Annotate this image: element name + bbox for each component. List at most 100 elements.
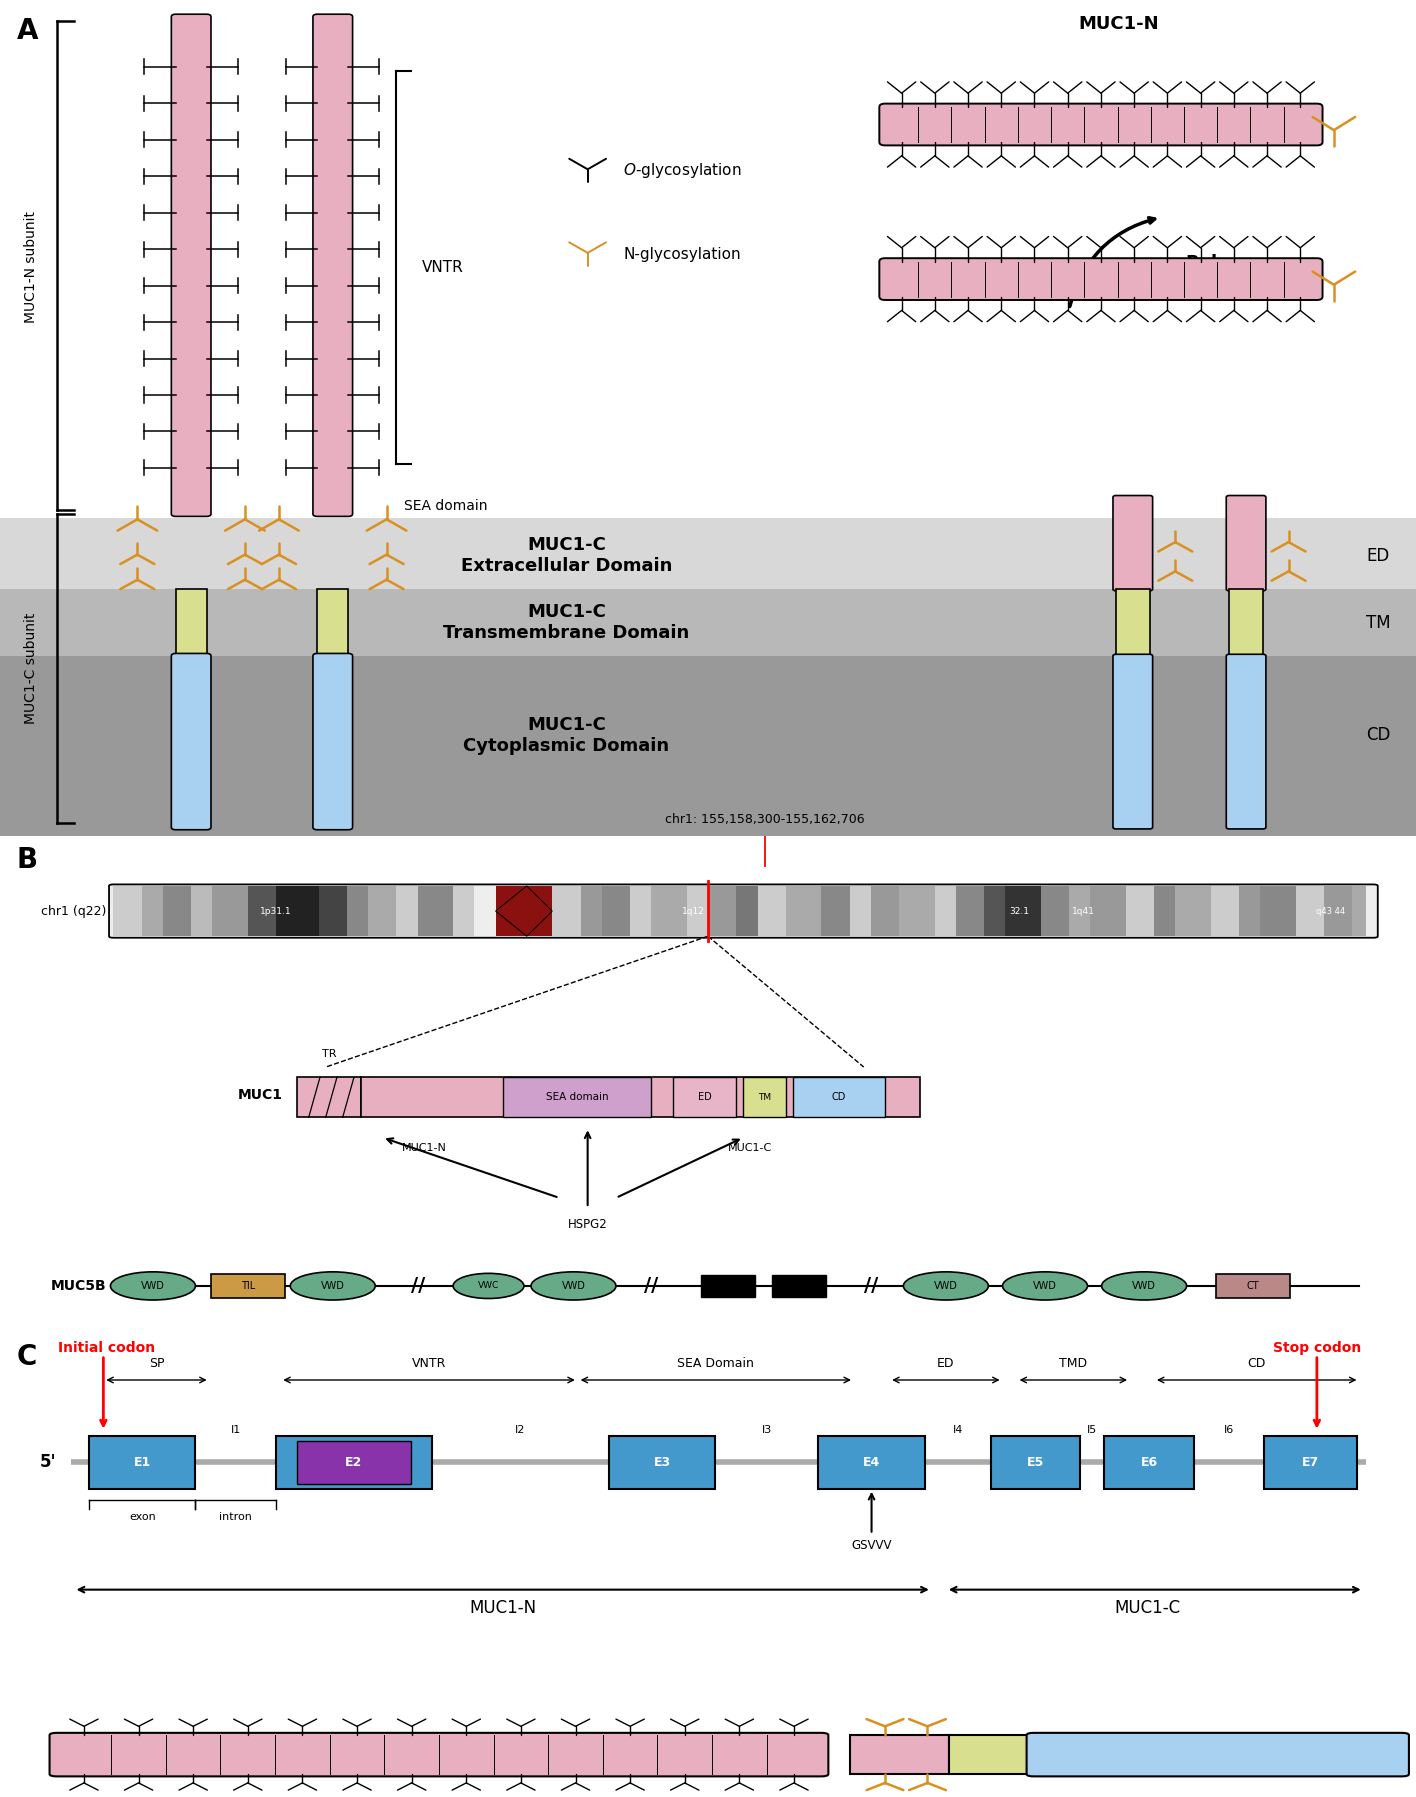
- Text: MUC1-C
Cytoplasmic Domain: MUC1-C Cytoplasmic Domain: [463, 715, 670, 755]
- Text: CT: CT: [1247, 1281, 1259, 1290]
- FancyBboxPatch shape: [879, 104, 1323, 146]
- Bar: [871, 886, 899, 936]
- Text: TM: TM: [758, 1093, 772, 1102]
- FancyBboxPatch shape: [991, 1436, 1080, 1490]
- Text: E2: E2: [346, 1456, 362, 1468]
- Bar: [1229, 589, 1263, 656]
- Ellipse shape: [110, 1272, 195, 1299]
- Ellipse shape: [453, 1274, 524, 1299]
- Text: VWD: VWD: [935, 1281, 957, 1290]
- FancyBboxPatch shape: [211, 1274, 285, 1297]
- Text: q43 44: q43 44: [1317, 906, 1345, 916]
- FancyBboxPatch shape: [1113, 654, 1153, 828]
- Bar: [743, 1076, 786, 1118]
- Ellipse shape: [903, 1272, 988, 1299]
- Text: CD: CD: [831, 1093, 847, 1102]
- Bar: [552, 886, 581, 936]
- Text: chr1 (q22): chr1 (q22): [41, 904, 106, 918]
- Text: TMD: TMD: [1059, 1357, 1087, 1369]
- FancyBboxPatch shape: [171, 654, 211, 830]
- Text: ED: ED: [1366, 546, 1389, 564]
- Bar: [1324, 886, 1352, 936]
- Bar: [701, 1274, 755, 1297]
- Text: $\it{O}$-glycosylation: $\it{O}$-glycosylation: [623, 162, 742, 180]
- FancyBboxPatch shape: [1226, 496, 1266, 591]
- Bar: [736, 886, 758, 936]
- Bar: [0, 0, 1416, 518]
- Bar: [176, 589, 207, 656]
- Text: MUC1-N: MUC1-N: [469, 1599, 537, 1617]
- Text: MUC1-N subunit: MUC1-N subunit: [24, 212, 38, 323]
- Bar: [1211, 886, 1239, 936]
- Bar: [113, 886, 142, 936]
- FancyBboxPatch shape: [879, 259, 1323, 300]
- FancyBboxPatch shape: [609, 1436, 715, 1490]
- Text: VWD: VWD: [562, 1281, 585, 1290]
- FancyBboxPatch shape: [297, 1441, 411, 1484]
- Bar: [1154, 886, 1175, 936]
- Text: //: //: [644, 1276, 658, 1296]
- Ellipse shape: [1003, 1272, 1087, 1299]
- Bar: [361, 1076, 920, 1118]
- Bar: [317, 589, 348, 656]
- Bar: [1041, 886, 1069, 936]
- FancyBboxPatch shape: [171, 14, 211, 516]
- Text: 5': 5': [40, 1454, 57, 1472]
- FancyBboxPatch shape: [1226, 654, 1266, 828]
- Text: 1p31.1: 1p31.1: [261, 906, 292, 916]
- FancyBboxPatch shape: [89, 1436, 195, 1490]
- Text: ED: ED: [698, 1093, 711, 1102]
- Bar: [1090, 886, 1126, 936]
- Text: VNTR: VNTR: [412, 1357, 446, 1369]
- Bar: [142, 886, 163, 936]
- Bar: [1175, 886, 1211, 936]
- Bar: [630, 886, 651, 936]
- Bar: [1260, 886, 1296, 936]
- FancyBboxPatch shape: [1264, 1436, 1357, 1490]
- Bar: [163, 886, 191, 936]
- Bar: [297, 1076, 361, 1118]
- Text: MUC1-N: MUC1-N: [1079, 14, 1158, 34]
- Bar: [935, 886, 956, 936]
- Text: VWD: VWD: [1133, 1281, 1155, 1290]
- Bar: [1239, 886, 1260, 936]
- Bar: [1352, 886, 1366, 936]
- Ellipse shape: [290, 1272, 375, 1299]
- Text: CD: CD: [1366, 726, 1391, 744]
- Bar: [0, 518, 1416, 589]
- Bar: [1126, 886, 1154, 936]
- Text: Release: Release: [1185, 253, 1264, 271]
- FancyBboxPatch shape: [313, 14, 353, 516]
- Text: 1q41: 1q41: [1072, 906, 1095, 916]
- Bar: [347, 886, 368, 936]
- Text: VWD: VWD: [1034, 1281, 1056, 1290]
- Bar: [418, 886, 453, 936]
- Bar: [899, 886, 935, 936]
- Text: VWD: VWD: [142, 1281, 164, 1290]
- Ellipse shape: [1102, 1272, 1187, 1299]
- FancyBboxPatch shape: [1216, 1274, 1290, 1297]
- Bar: [496, 886, 552, 936]
- Text: 32.1: 32.1: [1010, 906, 1029, 916]
- Bar: [850, 1736, 949, 1774]
- FancyBboxPatch shape: [109, 884, 1378, 938]
- Bar: [212, 886, 248, 936]
- Text: //: //: [864, 1276, 878, 1296]
- Text: TIL: TIL: [241, 1281, 255, 1290]
- Text: E1: E1: [133, 1456, 152, 1468]
- FancyBboxPatch shape: [1104, 1436, 1194, 1490]
- Text: I1: I1: [231, 1425, 241, 1436]
- Text: MUC5B: MUC5B: [51, 1279, 106, 1292]
- Bar: [0, 656, 1416, 836]
- Bar: [453, 886, 474, 936]
- Text: E4: E4: [862, 1456, 881, 1468]
- Bar: [1069, 886, 1090, 936]
- FancyBboxPatch shape: [1113, 496, 1153, 591]
- Text: SEA domain: SEA domain: [404, 498, 487, 512]
- Bar: [581, 886, 602, 936]
- Bar: [319, 886, 347, 936]
- Text: I5: I5: [1087, 1425, 1097, 1436]
- Bar: [0, 589, 1416, 656]
- Text: MUC1-N: MUC1-N: [402, 1143, 447, 1152]
- Bar: [758, 886, 786, 936]
